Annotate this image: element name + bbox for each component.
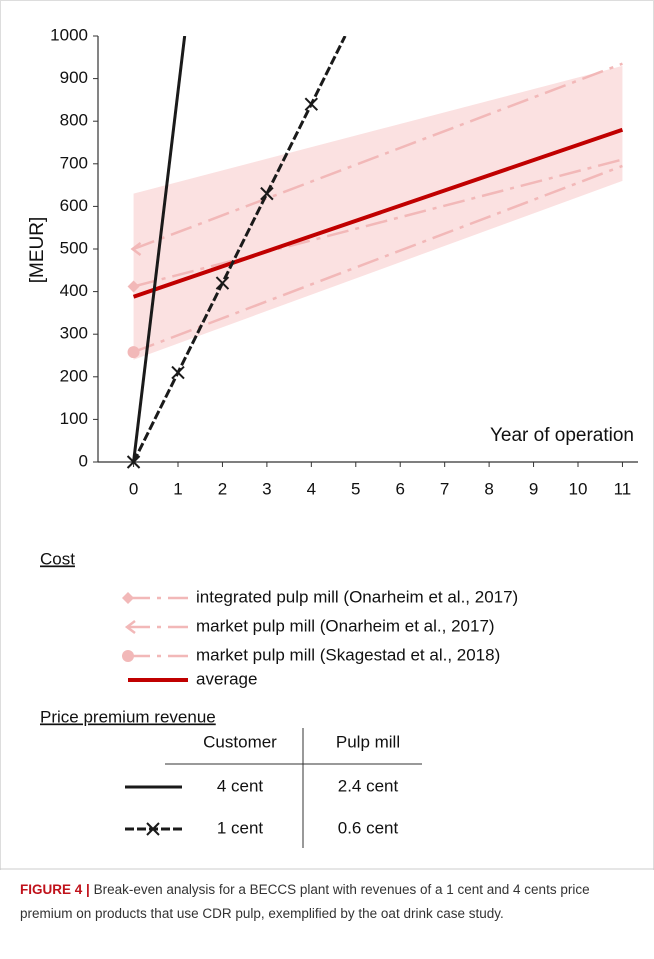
table-cell: 2.4 cent xyxy=(338,776,399,795)
y-tick-label: 800 xyxy=(60,111,88,130)
marker xyxy=(122,592,134,604)
revenue-line xyxy=(132,36,187,462)
y-tick-label: 500 xyxy=(60,238,88,257)
x-tick-label: 6 xyxy=(395,479,404,498)
chart: [MEUR] Year of operation Cost Price prem… xyxy=(0,0,654,870)
annotation: Year of operation xyxy=(490,425,634,446)
table-cell: 4 cent xyxy=(217,776,264,795)
marker xyxy=(127,346,140,359)
legend-heading: Cost xyxy=(40,549,75,568)
x-tick-label: 1 xyxy=(173,479,182,498)
caption: FIGURE 4 | Break-even analysis for a BEC… xyxy=(20,878,638,926)
y-tick-label: 300 xyxy=(60,324,88,343)
y-tick-label: 100 xyxy=(60,409,88,428)
cost-line xyxy=(132,127,624,299)
legend-label: integrated pulp mill (Onarheim et al., 2… xyxy=(196,587,518,606)
x-tick-label: 8 xyxy=(484,479,493,498)
cost-line xyxy=(133,164,623,354)
table-header: Customer xyxy=(203,732,277,751)
marker xyxy=(171,365,185,380)
legend-heading: Price premium revenue xyxy=(40,707,216,726)
y-tick-label: 1000 xyxy=(50,25,88,44)
x-tick-label: 4 xyxy=(307,479,316,498)
y-tick-label: 700 xyxy=(60,153,88,172)
y-axis-label: [MEUR] xyxy=(27,217,48,284)
x-tick-label: 5 xyxy=(351,479,360,498)
x-tick-label: 3 xyxy=(262,479,271,498)
legend-marker xyxy=(146,822,160,836)
marker xyxy=(124,620,136,634)
y-tick-label: 600 xyxy=(60,196,88,215)
y-tick-label: 200 xyxy=(60,366,88,385)
caption-text: Break-even analysis for a BECCS plant wi… xyxy=(20,882,590,921)
revenue-line xyxy=(132,36,347,462)
legend-label: market pulp mill (Onarheim et al., 2017) xyxy=(196,616,495,635)
marker xyxy=(127,280,140,293)
x-tick-label: 9 xyxy=(529,479,538,498)
legend-label: market pulp mill (Skagestad et al., 2018… xyxy=(196,645,500,664)
table-cell: 1 cent xyxy=(217,818,264,837)
marker xyxy=(122,650,134,662)
plot-area xyxy=(132,36,624,462)
y-tick-label: 900 xyxy=(60,68,88,87)
marker xyxy=(126,455,141,469)
x-tick-label: 7 xyxy=(440,479,449,498)
x-tick-label: 11 xyxy=(614,479,632,498)
cost-line xyxy=(133,62,623,251)
caption-label: FIGURE 4 | xyxy=(20,882,90,897)
x-tick-label: 10 xyxy=(569,479,588,498)
cost-line xyxy=(133,158,623,288)
marker xyxy=(130,242,142,256)
marker xyxy=(215,276,230,290)
table-cell: 0.6 cent xyxy=(338,818,399,837)
marker xyxy=(260,186,274,201)
x-tick-label: 0 xyxy=(129,479,138,498)
marker xyxy=(304,97,319,111)
x-tick-label: 2 xyxy=(218,479,227,498)
table-header: Pulp mill xyxy=(336,732,400,751)
y-tick-label: 400 xyxy=(60,281,88,300)
y-tick-label: 0 xyxy=(79,451,88,470)
legend-label: average xyxy=(196,669,257,688)
